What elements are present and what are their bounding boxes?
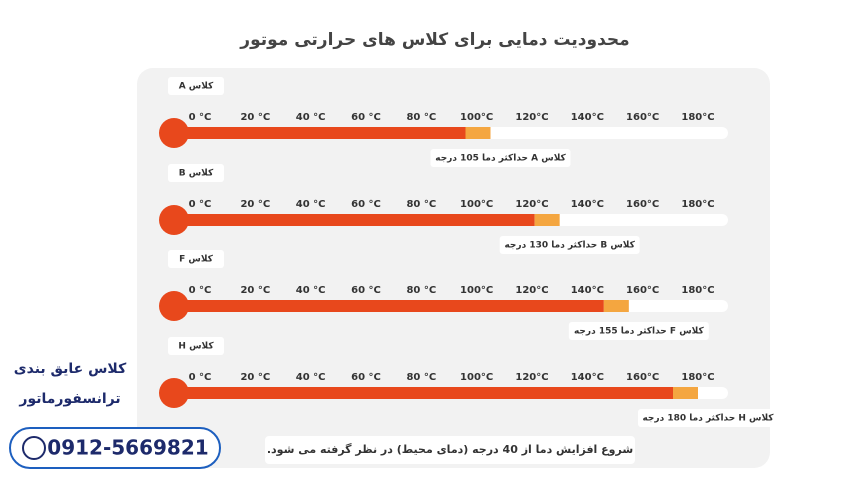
x-tick-label: 80 °C [406,372,436,383]
value-label: کلاس F حداکثر دما 155 درجه [574,327,704,337]
x-tick-label: 0 °C [189,285,212,296]
bulb [159,118,189,148]
category-label: کلاس A [179,82,214,92]
category-label: کلاس H [178,342,214,352]
bar-cap [534,214,560,226]
value-label: کلاس H حداکثر دما 180 درجه [642,414,774,424]
value-label: کلاس B حداکثر دما 130 درجه [504,241,635,251]
bar [175,300,604,312]
note: شروع افزایش دما از 40 درجه (دمای محیط) د… [267,443,633,456]
value-label-box [638,409,778,427]
x-tick-label: 100°C [460,199,493,210]
bulb [159,205,189,235]
x-tick-label: 80 °C [406,112,436,123]
x-tick-label: 160°C [626,199,659,210]
x-tick-label: 60 °C [351,112,381,123]
note-box [265,436,635,464]
value-label-box [430,149,571,167]
x-tick-label: 180°C [681,199,714,210]
x-tick-label: 100°C [460,372,493,383]
category-label: کلاس F [179,255,214,265]
bar-cap [603,300,629,312]
x-tick-label: 140°C [571,372,604,383]
side-text: ترانسفورماتور [18,391,120,407]
value-label-box [499,236,640,254]
x-tick-label: 100°C [460,285,493,296]
category-label: کلاس B [179,169,214,179]
category-box [168,164,224,182]
x-tick-label: 120°C [515,199,548,210]
category-box [168,337,224,355]
bar [175,214,535,226]
x-tick-label: 20 °C [240,285,270,296]
phone-icon [22,436,46,460]
x-tick-label: 60 °C [351,199,381,210]
panel [137,68,770,468]
phone-box [9,427,221,469]
x-tick-label: 120°C [515,372,548,383]
x-tick-label: 140°C [571,199,604,210]
x-tick-label: 120°C [515,112,548,123]
value-label-box [568,322,709,340]
x-tick-label: 100°C [460,112,493,123]
x-tick-label: 60 °C [351,285,381,296]
x-tick-label: 180°C [681,285,714,296]
x-tick-label: 80 °C [406,285,436,296]
phone: 0912-5669821 [47,436,208,460]
bulb [159,378,189,408]
x-tick-label: 20 °C [240,199,270,210]
bar-cap [673,387,698,399]
value-label: کلاس A حداکثر دما 105 درجه [435,154,566,164]
category-box [168,77,224,95]
category-box [168,250,224,268]
x-tick-label: 120°C [515,285,548,296]
x-tick-label: 180°C [681,372,714,383]
bar [175,387,673,399]
x-tick-label: 140°C [571,285,604,296]
x-tick-label: 160°C [626,285,659,296]
side-text: کلاس عایق بندی [14,361,127,377]
x-tick-label: 60 °C [351,372,381,383]
x-tick-label: 140°C [571,112,604,123]
x-tick-label: 0 °C [189,199,212,210]
x-tick-label: 180°C [681,112,714,123]
x-tick-label: 40 °C [296,372,326,383]
x-tick-label: 160°C [626,372,659,383]
bulb [159,291,189,321]
x-tick-label: 20 °C [240,112,270,123]
x-tick-label: 80 °C [406,199,436,210]
bar-cap [465,127,491,139]
x-tick-label: 40 °C [296,285,326,296]
x-tick-label: 160°C [626,112,659,123]
x-tick-label: 0 °C [189,112,212,123]
chart-title: محدودیت دمایی برای کلاس های حرارتی موتور [239,30,629,50]
x-tick-label: 40 °C [296,112,326,123]
bar [175,127,466,139]
x-tick-label: 0 °C [189,372,212,383]
x-tick-label: 20 °C [240,372,270,383]
x-tick-label: 40 °C [296,199,326,210]
